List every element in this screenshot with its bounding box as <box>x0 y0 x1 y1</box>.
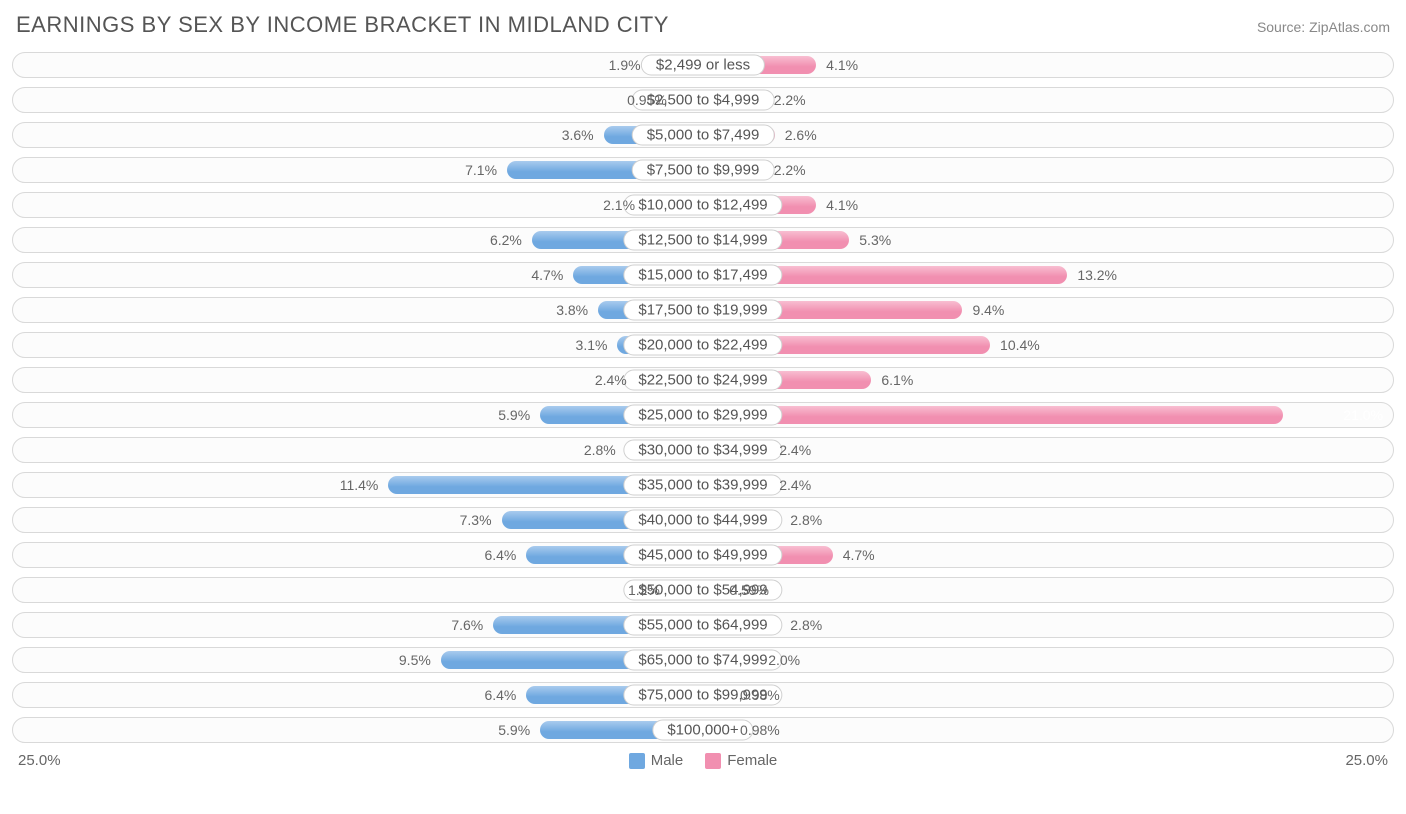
chart-row: $30,000 to $34,999 2.8% 2.4% <box>12 437 1394 463</box>
female-value: 0.98% <box>740 687 780 703</box>
chart-header: EARNINGS BY SEX BY INCOME BRACKET IN MID… <box>12 12 1394 38</box>
male-value: 6.4% <box>484 547 516 563</box>
bracket-label: $25,000 to $29,999 <box>623 405 782 426</box>
male-value: 5.9% <box>498 407 530 423</box>
female-value: 2.4% <box>779 477 811 493</box>
chart-row: $2,500 to $4,9990.95%2.2% <box>12 87 1394 113</box>
male-value: 1.2% <box>628 582 660 598</box>
female-value: 4.7% <box>843 547 875 563</box>
chart-row: $10,000 to $12,4992.1% 4.1% <box>12 192 1394 218</box>
chart-row: $25,000 to $29,999 5.9% 21.0% <box>12 402 1394 428</box>
bracket-label: $35,000 to $39,999 <box>623 475 782 496</box>
female-value: 9.4% <box>972 302 1004 318</box>
chart-row: $17,500 to $19,999 3.8% 9.4% <box>12 297 1394 323</box>
chart-footer: 25.0% Male Female 25.0% <box>12 752 1394 769</box>
female-value: 0.59% <box>729 582 769 598</box>
chart-row: $20,000 to $22,499 3.1% 10.4% <box>12 332 1394 358</box>
female-value: 6.1% <box>881 372 913 388</box>
chart-row: $7,500 to $9,999 7.1% 2.2% <box>12 157 1394 183</box>
male-value: 4.7% <box>531 267 563 283</box>
male-value: 7.3% <box>460 512 492 528</box>
male-value: 3.8% <box>556 302 588 318</box>
legend-label-female: Female <box>727 752 777 769</box>
bracket-label: $15,000 to $17,499 <box>623 265 782 286</box>
female-bar <box>703 406 1283 424</box>
female-value: 4.1% <box>826 197 858 213</box>
female-value: 21.0% <box>1343 407 1383 423</box>
female-value: 2.2% <box>774 92 806 108</box>
legend-item-male: Male <box>629 752 684 769</box>
chart-row: $100,000+ 5.9% 0.98% <box>12 717 1394 743</box>
bracket-label: $2,499 or less <box>641 55 765 76</box>
male-value: 1.9% <box>609 57 641 73</box>
bracket-label: $10,000 to $12,499 <box>623 195 782 216</box>
bracket-label: $20,000 to $22,499 <box>623 335 782 356</box>
female-value: 2.4% <box>779 442 811 458</box>
chart-source: Source: ZipAtlas.com <box>1257 19 1390 35</box>
bracket-label: $45,000 to $49,999 <box>623 545 782 566</box>
female-value: 2.2% <box>774 162 806 178</box>
male-value: 7.6% <box>451 617 483 633</box>
bracket-label: $17,500 to $19,999 <box>623 300 782 321</box>
male-value: 11.4% <box>340 477 379 493</box>
male-value: 2.1% <box>603 197 635 213</box>
male-value: 3.6% <box>562 127 594 143</box>
axis-max-right: 25.0% <box>1345 752 1388 769</box>
male-value: 2.4% <box>595 372 627 388</box>
bracket-label: $100,000+ <box>652 720 753 741</box>
legend-swatch-female <box>705 753 721 769</box>
axis-max-left: 25.0% <box>18 752 61 769</box>
female-value: 10.4% <box>1000 337 1040 353</box>
female-value: 2.8% <box>790 617 822 633</box>
chart-row: $40,000 to $44,999 7.3% 2.8% <box>12 507 1394 533</box>
female-value: 2.8% <box>790 512 822 528</box>
bracket-label: $12,500 to $14,999 <box>623 230 782 251</box>
bracket-label: $30,000 to $34,999 <box>623 440 782 461</box>
chart-row: $50,000 to $54,9991.2%0.59% <box>12 577 1394 603</box>
legend: Male Female <box>629 752 778 769</box>
female-value: 2.6% <box>785 127 817 143</box>
chart-row: $45,000 to $49,999 6.4% 4.7% <box>12 542 1394 568</box>
chart-row: $35,000 to $39,999 11.4% 2.4% <box>12 472 1394 498</box>
female-value: 4.1% <box>826 57 858 73</box>
chart-row: $2,499 or less1.9% 4.1% <box>12 52 1394 78</box>
chart-row: $5,000 to $7,499 3.6% 2.6% <box>12 122 1394 148</box>
male-value: 5.9% <box>498 722 530 738</box>
male-value: 6.2% <box>490 232 522 248</box>
chart-row: $55,000 to $64,999 7.6% 2.8% <box>12 612 1394 638</box>
chart-row: $12,500 to $14,999 6.2% 5.3% <box>12 227 1394 253</box>
female-value: 13.2% <box>1077 267 1117 283</box>
male-value: 6.4% <box>484 687 516 703</box>
chart-row: $22,500 to $24,9992.4% 6.1% <box>12 367 1394 393</box>
legend-label-male: Male <box>651 752 684 769</box>
bracket-label: $7,500 to $9,999 <box>632 160 775 181</box>
male-value: 3.1% <box>576 337 608 353</box>
male-value: 0.95% <box>627 92 667 108</box>
legend-swatch-male <box>629 753 645 769</box>
bracket-label: $65,000 to $74,999 <box>623 650 782 671</box>
chart-row: $65,000 to $74,999 9.5% 2.0% <box>12 647 1394 673</box>
bracket-label: $40,000 to $44,999 <box>623 510 782 531</box>
male-value: 7.1% <box>465 162 497 178</box>
chart-row: $75,000 to $99,9996.4%0.98% <box>12 682 1394 708</box>
bracket-label: $22,500 to $24,999 <box>623 370 782 391</box>
legend-item-female: Female <box>705 752 777 769</box>
female-value: 5.3% <box>859 232 891 248</box>
male-value: 9.5% <box>399 652 431 668</box>
bracket-label: $55,000 to $64,999 <box>623 615 782 636</box>
female-value: 2.0% <box>768 652 800 668</box>
chart-title: EARNINGS BY SEX BY INCOME BRACKET IN MID… <box>16 12 669 38</box>
diverging-bar-chart: $2,499 or less1.9%4.1%$2,500 to $4,9990.… <box>12 52 1394 743</box>
chart-row: $15,000 to $17,499 4.7% 13.2% <box>12 262 1394 288</box>
female-value: 0.98% <box>740 722 780 738</box>
bracket-label: $5,000 to $7,499 <box>632 125 775 146</box>
male-value: 2.8% <box>584 442 616 458</box>
